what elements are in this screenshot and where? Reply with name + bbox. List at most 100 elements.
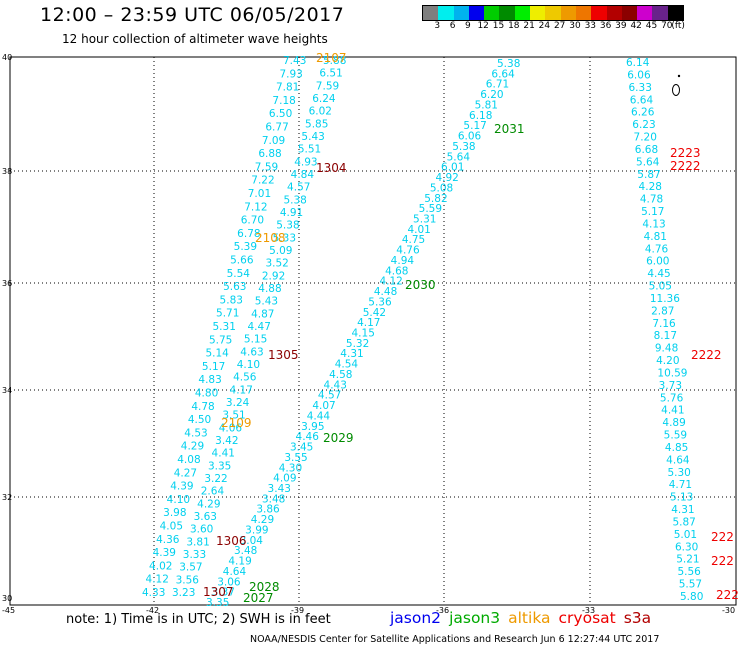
swh-sample: 4.17: [230, 384, 253, 396]
credit-line: NOAA/NESDIS Center for Satellite Applica…: [250, 634, 660, 645]
pass-label: 2030: [405, 278, 436, 292]
swh-sample: 5.13: [670, 492, 693, 504]
swh-sample: 5.43: [301, 131, 324, 143]
pass-label: 1304: [316, 161, 347, 175]
colorbar: [422, 5, 685, 21]
swh-sample: 7.20: [634, 132, 657, 144]
lon-tick-label: -45: [2, 606, 15, 615]
swh-sample: 4.46: [296, 431, 320, 443]
swh-sample: 7.81: [276, 82, 299, 94]
satellite-legend: jason2 jason3 altika cryosat s3a: [390, 609, 659, 627]
colorbar-swatch: [667, 6, 684, 20]
swh-sample: 3.98: [163, 507, 186, 519]
swh-sample: 4.68: [385, 265, 408, 277]
swh-sample: 6.20: [480, 89, 503, 101]
swh-sample: 3.57: [179, 562, 202, 574]
swh-sample: 7.16: [652, 318, 676, 330]
pass-label: 222: [716, 588, 739, 602]
pass-label: 222: [711, 554, 734, 568]
swh-sample: 4.84: [291, 169, 315, 181]
swh-sample: 6.88: [258, 148, 281, 160]
colorbar-label: 12: [477, 21, 489, 31]
lon-tick-label: -36: [436, 606, 449, 615]
colorbar-swatch: [499, 6, 515, 20]
colorbar-swatch: [621, 6, 638, 20]
swh-sample: 11.36: [650, 293, 680, 305]
swh-sample: 5.54: [227, 268, 251, 280]
swh-sample: 6.33: [629, 82, 652, 94]
colorbar-swatch: [514, 6, 531, 20]
colorbar-swatch: [484, 6, 500, 20]
swh-sample: 3.45: [290, 442, 313, 454]
swh-sample: 3.73: [659, 380, 682, 392]
swh-sample: 6.50: [269, 108, 292, 120]
swh-sample: 4.07: [312, 400, 335, 412]
swh-sample: 5.17: [202, 361, 225, 373]
swh-sample: 6.71: [486, 79, 509, 91]
swh-sample: 7.09: [262, 135, 285, 147]
swh-sample: 5.38: [452, 141, 475, 153]
swh-sample: 5.08: [430, 182, 453, 194]
swh-sample: 4.63: [240, 346, 263, 358]
swh-sample: 5.59: [664, 430, 687, 442]
colorbar-label: (ft): [671, 21, 685, 31]
swh-sample: 3.35: [208, 460, 231, 472]
swh-sample: 4.85: [665, 442, 688, 454]
colorbar-label: 21: [523, 21, 535, 31]
colorbar-swatch: [637, 6, 653, 20]
swh-sample: 5.38: [276, 220, 299, 232]
swh-sample: 6.14: [626, 57, 650, 69]
pass-label: 222: [711, 530, 734, 544]
swh-sample: 4.50: [188, 414, 211, 426]
swh-sample: 2.64: [201, 486, 225, 498]
swh-sample: 7.18: [272, 95, 295, 107]
swh-sample: 4.09: [273, 473, 296, 485]
map-frame: [9, 56, 737, 606]
swh-sample: 4.94: [391, 255, 415, 267]
swh-sample: 5.38: [497, 58, 520, 70]
colorbar-swatch: [468, 6, 485, 20]
colorbar-label: 45: [645, 21, 658, 31]
swh-sample: 4.54: [335, 359, 359, 371]
colorbar-label: 3: [434, 21, 441, 31]
colorbar-swatch: [438, 6, 454, 20]
swh-sample: 4.39: [153, 547, 176, 559]
swh-sample: 5.64: [636, 156, 660, 168]
colorbar-label: 6: [449, 21, 456, 31]
swh-sample: 4.78: [640, 194, 663, 206]
swh-sample: 3.56: [176, 574, 200, 586]
swh-sample: 4.36: [156, 534, 180, 546]
swh-sample: 5.30: [667, 467, 690, 479]
swh-sample: 3.23: [172, 587, 195, 599]
swh-sample: 4.12: [379, 276, 402, 288]
swh-sample: 4.83: [198, 374, 221, 386]
colorbar-label: 27: [553, 21, 566, 31]
swh-sample: 5.33: [273, 232, 296, 244]
colorbar-swatch: [606, 6, 622, 20]
swh-sample: 4.91: [280, 207, 303, 219]
colorbar-label: 15: [492, 21, 505, 31]
swh-sample: 4.29: [181, 441, 204, 453]
legend-item: altika: [508, 609, 551, 627]
swh-sample: 3.86: [256, 504, 280, 516]
swh-sample: 6.68: [635, 144, 658, 156]
swh-sample: 5.56: [677, 566, 701, 578]
colorbar-swatch: [652, 6, 668, 20]
colorbar-label: 24: [538, 21, 551, 31]
swh-sample: 4.02: [149, 560, 172, 572]
swh-sample: 4.05: [160, 521, 183, 533]
swh-sample: 9.48: [655, 343, 678, 355]
swh-sample: 5.66: [230, 255, 254, 267]
graticule: [10, 57, 736, 605]
swh-sample: 6.78: [237, 228, 260, 240]
swh-sample: 4.39: [170, 481, 193, 493]
lat-tick-label: 32: [2, 493, 12, 502]
swh-sample: 3.04: [240, 535, 264, 547]
colorbar-swatch: [530, 6, 546, 20]
swh-sample: 4.20: [656, 355, 679, 367]
swh-sample: 5.09: [269, 245, 292, 257]
swh-sample: 3.99: [245, 524, 268, 536]
swh-sample: 3.63: [194, 511, 217, 523]
swh-sample: 6.26: [631, 107, 655, 119]
